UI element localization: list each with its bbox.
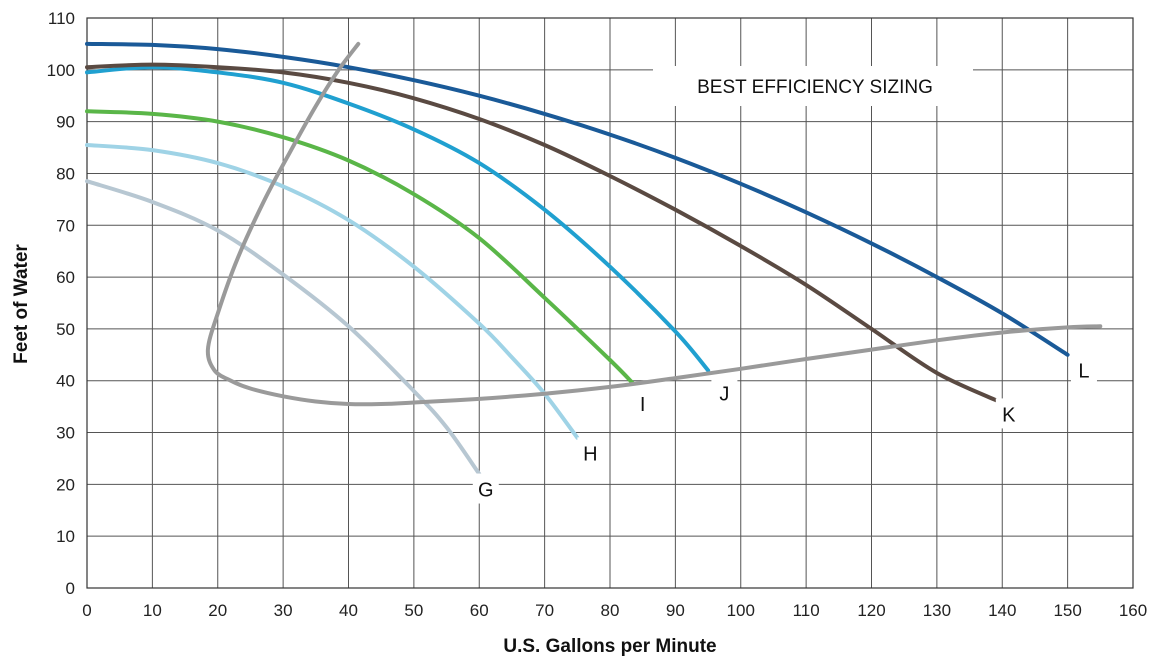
curve-label-bg [711, 377, 738, 408]
y-tick-label: 100 [47, 61, 75, 80]
y-tick-label: 20 [56, 475, 75, 494]
efficiency-line [205, 41, 1103, 407]
curve-label-bg [577, 437, 604, 468]
curve-j [85, 65, 711, 373]
curve-label-bg [472, 473, 499, 504]
x-tick-label: 40 [339, 601, 358, 620]
y-tick-label: 10 [56, 527, 75, 546]
x-axis-title: U.S. Gallons per Minute [503, 636, 716, 657]
y-tick-label: 110 [48, 9, 75, 28]
x-tick-label: 120 [857, 601, 885, 620]
y-tick-labels: 0 10 20 30 40 50 60 70 80 90 100 110 [47, 9, 75, 598]
y-tick-label: 50 [56, 320, 75, 339]
x-tick-label: 140 [988, 601, 1016, 620]
plot-frame [86, 17, 1134, 589]
plot-border [86, 17, 1134, 589]
x-tick-label: 30 [274, 601, 293, 620]
annotation-background [653, 66, 973, 106]
curve-label-bg [1070, 354, 1097, 385]
curve-h [85, 143, 580, 440]
annotation-text: BEST EFFICIENCY SIZING [697, 77, 933, 98]
curve-label-h: H [583, 443, 597, 465]
x-tick-label: 150 [1053, 601, 1081, 620]
y-tick-label: 0 [66, 579, 75, 598]
efficiency-line-group [205, 41, 1103, 407]
curve-i [85, 109, 635, 386]
x-tick-label: 90 [666, 601, 685, 620]
curve-label-bg [995, 398, 1022, 429]
y-tick-label: 80 [56, 164, 75, 183]
pump-curves [85, 41, 1070, 476]
x-tick-label: 80 [601, 601, 620, 620]
x-tick-label: 0 [82, 601, 91, 620]
y-tick-label: 60 [56, 268, 75, 287]
y-tick-label: 40 [56, 372, 75, 391]
x-tick-label: 60 [470, 601, 489, 620]
x-tick-label: 10 [143, 601, 162, 620]
x-tick-label: 110 [793, 601, 820, 620]
y-axis-title: Feet of Water [11, 244, 32, 364]
curve-label-i: I [640, 394, 646, 416]
x-tick-label: 100 [727, 601, 755, 620]
x-tick-label: 70 [535, 601, 554, 620]
curve-k [85, 62, 1001, 404]
x-tick-labels: 0 10 20 30 40 50 60 70 80 90 100 110 120 130 140 150 160 [82, 601, 1147, 620]
annotation-group: BEST EFFICIENCY SIZING [653, 66, 973, 106]
x-tick-label: 20 [208, 601, 227, 620]
curve-label-k: K [1002, 404, 1016, 426]
x-tick-label: 50 [404, 601, 423, 620]
x-tick-label: 160 [1119, 601, 1147, 620]
curve-label-g: G [478, 480, 494, 502]
curve-labels: G H I J K L [472, 354, 1097, 504]
curve-label-l: L [1078, 360, 1089, 382]
y-tick-label: 30 [56, 424, 75, 443]
curve-label-bg [629, 388, 656, 419]
grid-lines [86, 17, 1134, 589]
curve-l [85, 41, 1070, 357]
curve-g [85, 179, 482, 476]
curve-label-j: J [719, 384, 729, 406]
x-tick-label: 130 [923, 601, 951, 620]
y-tick-label: 90 [56, 113, 75, 132]
y-tick-label: 70 [56, 216, 75, 235]
